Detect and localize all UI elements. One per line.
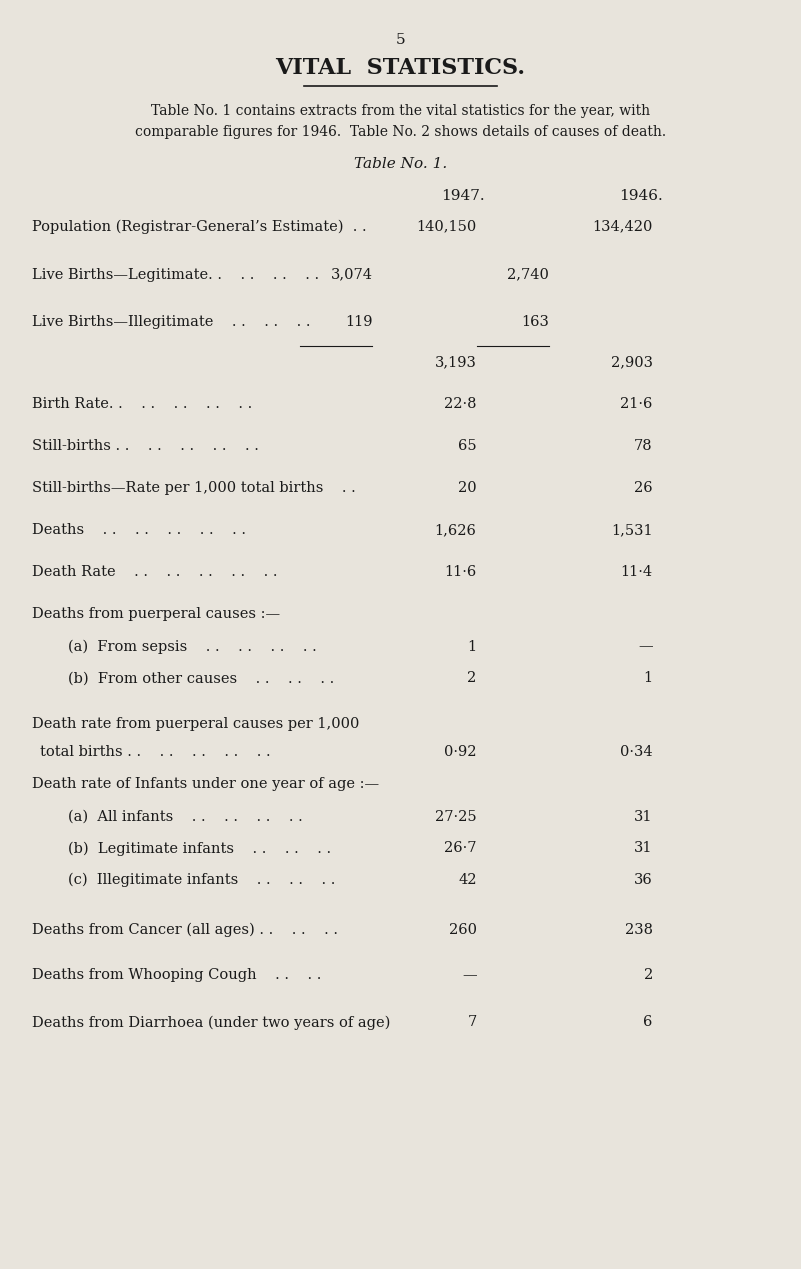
Text: Still-births—Rate per 1,000 total births    . .: Still-births—Rate per 1,000 total births… — [32, 481, 356, 495]
Text: —: — — [638, 640, 653, 654]
Text: 31: 31 — [634, 841, 653, 855]
Text: (c)  Illegitimate infants    . .    . .    . .: (c) Illegitimate infants . . . . . . — [68, 873, 336, 887]
Text: 2,903: 2,903 — [611, 355, 653, 369]
Text: (b)  Legitimate infants    . .    . .    . .: (b) Legitimate infants . . . . . . — [68, 841, 331, 855]
Text: 1: 1 — [644, 671, 653, 685]
Text: 1946.: 1946. — [619, 189, 662, 203]
Text: (b)  From other causes    . .    . .    . .: (b) From other causes . . . . . . — [68, 671, 334, 685]
Text: 1: 1 — [468, 640, 477, 654]
Text: Population (Registrar-General’s Estimate)  . .: Population (Registrar-General’s Estimate… — [32, 220, 367, 233]
Text: 0·34: 0·34 — [620, 745, 653, 759]
Text: 2: 2 — [643, 968, 653, 982]
Text: 140,150: 140,150 — [417, 220, 477, 233]
Text: 163: 163 — [521, 315, 549, 329]
Text: 7: 7 — [467, 1015, 477, 1029]
Text: 0·92: 0·92 — [444, 745, 477, 759]
Text: Deaths from Cancer (all ages) . .    . .    . .: Deaths from Cancer (all ages) . . . . . … — [32, 923, 338, 937]
Text: 36: 36 — [634, 873, 653, 887]
Text: 21·6: 21·6 — [621, 397, 653, 411]
Text: 3,193: 3,193 — [435, 355, 477, 369]
Text: Live Births—Illegitimate    . .    . .    . .: Live Births—Illegitimate . . . . . . — [32, 315, 311, 329]
Text: 31: 31 — [634, 810, 653, 824]
Text: 78: 78 — [634, 439, 653, 453]
Text: Death Rate    . .    . .    . .    . .    . .: Death Rate . . . . . . . . . . — [32, 565, 277, 579]
Text: Deaths from Diarrhoea (under two years of age): Deaths from Diarrhoea (under two years o… — [32, 1015, 390, 1029]
Text: 20: 20 — [458, 481, 477, 495]
Text: 260: 260 — [449, 923, 477, 937]
Text: (a)  From sepsis    . .    . .    . .    . .: (a) From sepsis . . . . . . . . — [68, 640, 317, 654]
Text: 2,740: 2,740 — [507, 268, 549, 282]
Text: Live Births—Legitimate. .    . .    . .    . .: Live Births—Legitimate. . . . . . . . — [32, 268, 319, 282]
Text: 119: 119 — [345, 315, 372, 329]
Text: Birth Rate. .    . .    . .    . .    . .: Birth Rate. . . . . . . . . . — [32, 397, 252, 411]
Text: 238: 238 — [625, 923, 653, 937]
Text: 65: 65 — [458, 439, 477, 453]
Text: 1,531: 1,531 — [611, 523, 653, 537]
Text: total births . .    . .    . .    . .    . .: total births . . . . . . . . . . — [40, 745, 271, 759]
Text: 26·7: 26·7 — [444, 841, 477, 855]
Text: Death rate from puerperal causes per 1,000: Death rate from puerperal causes per 1,0… — [32, 717, 360, 731]
Text: Death rate of Infants under one year of age :—: Death rate of Infants under one year of … — [32, 777, 379, 791]
Text: 42: 42 — [458, 873, 477, 887]
Text: 3,074: 3,074 — [331, 268, 372, 282]
Text: Still-births . .    . .    . .    . .    . .: Still-births . . . . . . . . . . — [32, 439, 259, 453]
Text: 22·8: 22·8 — [444, 397, 477, 411]
Text: (a)  All infants    . .    . .    . .    . .: (a) All infants . . . . . . . . — [68, 810, 303, 824]
Text: 1947.: 1947. — [441, 189, 485, 203]
Text: 5: 5 — [396, 33, 405, 47]
Text: 26: 26 — [634, 481, 653, 495]
Text: 2: 2 — [467, 671, 477, 685]
Text: VITAL  STATISTICS.: VITAL STATISTICS. — [276, 57, 525, 79]
Text: Deaths from Whooping Cough    . .    . .: Deaths from Whooping Cough . . . . — [32, 968, 321, 982]
Text: 11·4: 11·4 — [621, 565, 653, 579]
Text: Table No. 1 contains extracts from the vital statistics for the year, with
compa: Table No. 1 contains extracts from the v… — [135, 104, 666, 138]
Text: 11·6: 11·6 — [445, 565, 477, 579]
Text: Table No. 1.: Table No. 1. — [354, 157, 447, 171]
Text: 6: 6 — [643, 1015, 653, 1029]
Text: 134,420: 134,420 — [593, 220, 653, 233]
Text: 27·25: 27·25 — [435, 810, 477, 824]
Text: Deaths    . .    . .    . .    . .    . .: Deaths . . . . . . . . . . — [32, 523, 246, 537]
Text: 1,626: 1,626 — [435, 523, 477, 537]
Text: Deaths from puerperal causes :—: Deaths from puerperal causes :— — [32, 607, 280, 621]
Text: —: — — [462, 968, 477, 982]
